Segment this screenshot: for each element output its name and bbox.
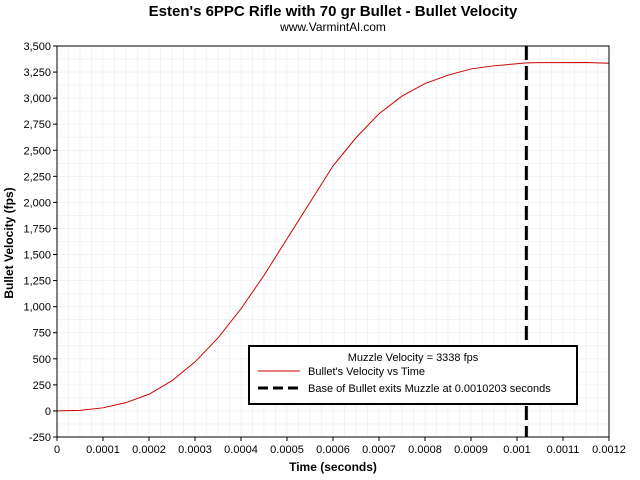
- chart-title: Esten's 6PPC Rifle with 70 gr Bullet - B…: [149, 3, 518, 20]
- y-tick-label: 1,500: [23, 250, 51, 262]
- y-tick-label: 2,000: [23, 197, 51, 209]
- axis-ticks: 0 0.0001 0.0002 0.0003 0.0004 0.0005 0.0006 0.0…: [23, 41, 625, 456]
- y-tick-label: 0: [45, 406, 51, 418]
- y-axis-label: Bullet Velocity (fps): [2, 187, 16, 298]
- y-tick-label: 2,500: [23, 145, 51, 157]
- y-tick-label: 3,250: [23, 67, 51, 79]
- legend-annotation-muzzle-velocity: Muzzle Velocity = 3338 fps: [348, 352, 479, 364]
- y-tick-label: 2,750: [23, 119, 51, 131]
- y-tick-label: 2,250: [23, 171, 51, 183]
- legend-label-velocity: Bullet's Velocity vs Time: [308, 366, 425, 378]
- legend: Muzzle Velocity = 3338 fps Bullet's Velo…: [248, 345, 578, 405]
- y-tick-label: 1,000: [23, 302, 51, 314]
- x-tick-label: 0.0007: [362, 444, 396, 456]
- y-tick-label: 250: [33, 380, 51, 392]
- x-tick-label: 0: [54, 444, 60, 456]
- y-tick-label: 3,500: [23, 41, 51, 53]
- x-tick-label: 0.0003: [178, 444, 212, 456]
- y-tick-label: 500: [33, 354, 51, 366]
- y-tick-label: 750: [33, 328, 51, 340]
- legend-box: [248, 345, 578, 405]
- y-tick-label: -250: [29, 432, 51, 444]
- y-tick-label: 1,250: [23, 276, 51, 288]
- plot-frame: [56, 45, 610, 438]
- x-tick-label: 0.0009: [454, 444, 488, 456]
- velocity-series-line: [56, 61, 610, 412]
- x-tick-label: 0.0004: [224, 444, 258, 456]
- x-tick-label: 0.0012: [592, 444, 626, 456]
- x-tick-label: 0.0011: [547, 444, 580, 456]
- x-tick-label: 0.001: [503, 444, 531, 456]
- y-tick-label: 1,750: [23, 223, 51, 235]
- x-axis-label: Time (seconds): [289, 460, 377, 474]
- x-tick-label: 0.0005: [270, 444, 304, 456]
- legend-label-muzzle-exit: Base of Bullet exits Muzzle at 0.0010203…: [308, 383, 551, 395]
- x-tick-label: 0.0006: [316, 444, 350, 456]
- x-tick-label: 0.0001: [86, 444, 120, 456]
- x-tick-label: 0.0002: [132, 444, 166, 456]
- chart-subtitle: www.VarmintAl.com: [279, 20, 386, 34]
- y-tick-label: 3,000: [23, 93, 51, 105]
- x-tick-label: 0.0008: [408, 444, 442, 456]
